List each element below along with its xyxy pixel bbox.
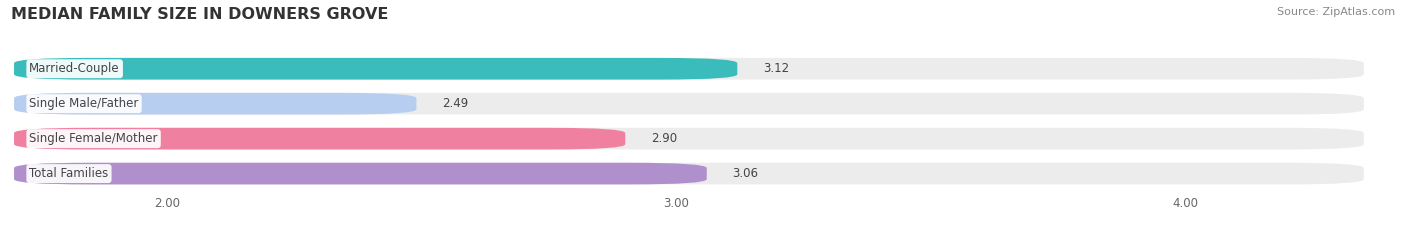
FancyBboxPatch shape — [14, 128, 1364, 150]
FancyBboxPatch shape — [14, 163, 707, 185]
Text: Single Male/Father: Single Male/Father — [30, 97, 139, 110]
Text: 2.90: 2.90 — [651, 132, 676, 145]
Text: MEDIAN FAMILY SIZE IN DOWNERS GROVE: MEDIAN FAMILY SIZE IN DOWNERS GROVE — [11, 7, 388, 22]
Text: Single Female/Mother: Single Female/Mother — [30, 132, 157, 145]
Text: Married-Couple: Married-Couple — [30, 62, 120, 75]
FancyBboxPatch shape — [14, 93, 416, 115]
FancyBboxPatch shape — [14, 58, 1364, 80]
Text: 2.49: 2.49 — [441, 97, 468, 110]
FancyBboxPatch shape — [14, 93, 1364, 115]
Text: 3.12: 3.12 — [763, 62, 789, 75]
FancyBboxPatch shape — [14, 163, 1364, 185]
Text: Source: ZipAtlas.com: Source: ZipAtlas.com — [1277, 7, 1395, 17]
FancyBboxPatch shape — [14, 58, 737, 80]
Text: 3.06: 3.06 — [733, 167, 758, 180]
FancyBboxPatch shape — [14, 128, 626, 150]
Text: Total Families: Total Families — [30, 167, 108, 180]
